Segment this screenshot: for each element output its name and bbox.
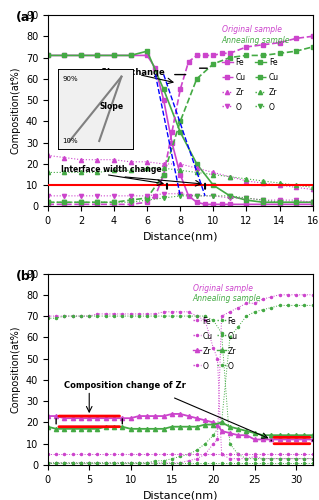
Text: Cu: Cu (227, 332, 238, 341)
Text: Fe: Fe (269, 58, 278, 68)
Text: Original sample: Original sample (193, 284, 253, 292)
Text: Annealing sample: Annealing sample (193, 294, 261, 303)
Text: (b): (b) (16, 270, 37, 282)
Text: Annealing sample: Annealing sample (222, 36, 290, 44)
X-axis label: Distance(nm): Distance(nm) (143, 490, 218, 500)
Text: Original sample: Original sample (222, 25, 282, 34)
Text: Fe: Fe (227, 317, 236, 326)
Text: Cu: Cu (269, 74, 279, 82)
X-axis label: Distance(nm): Distance(nm) (143, 232, 218, 242)
Y-axis label: Composition(at%): Composition(at%) (10, 326, 20, 413)
Text: Fe: Fe (203, 317, 211, 326)
Text: Slope change: Slope change (101, 68, 165, 76)
Text: Zr: Zr (203, 346, 211, 356)
Text: Zr: Zr (227, 346, 236, 356)
Text: O: O (236, 103, 241, 112)
Text: (a): (a) (16, 11, 36, 24)
Text: Cu: Cu (236, 74, 246, 82)
Text: O: O (227, 362, 233, 370)
Text: O: O (203, 362, 208, 370)
Text: Fe: Fe (236, 58, 244, 68)
Text: Zr: Zr (236, 88, 244, 97)
Text: Composition change of Zr: Composition change of Zr (64, 382, 186, 390)
Text: Cu: Cu (203, 332, 213, 341)
Text: Interface width change: Interface width change (61, 166, 162, 174)
Text: Zr: Zr (269, 88, 277, 97)
Text: O: O (269, 103, 275, 112)
Y-axis label: Composition(at%): Composition(at%) (10, 67, 20, 154)
